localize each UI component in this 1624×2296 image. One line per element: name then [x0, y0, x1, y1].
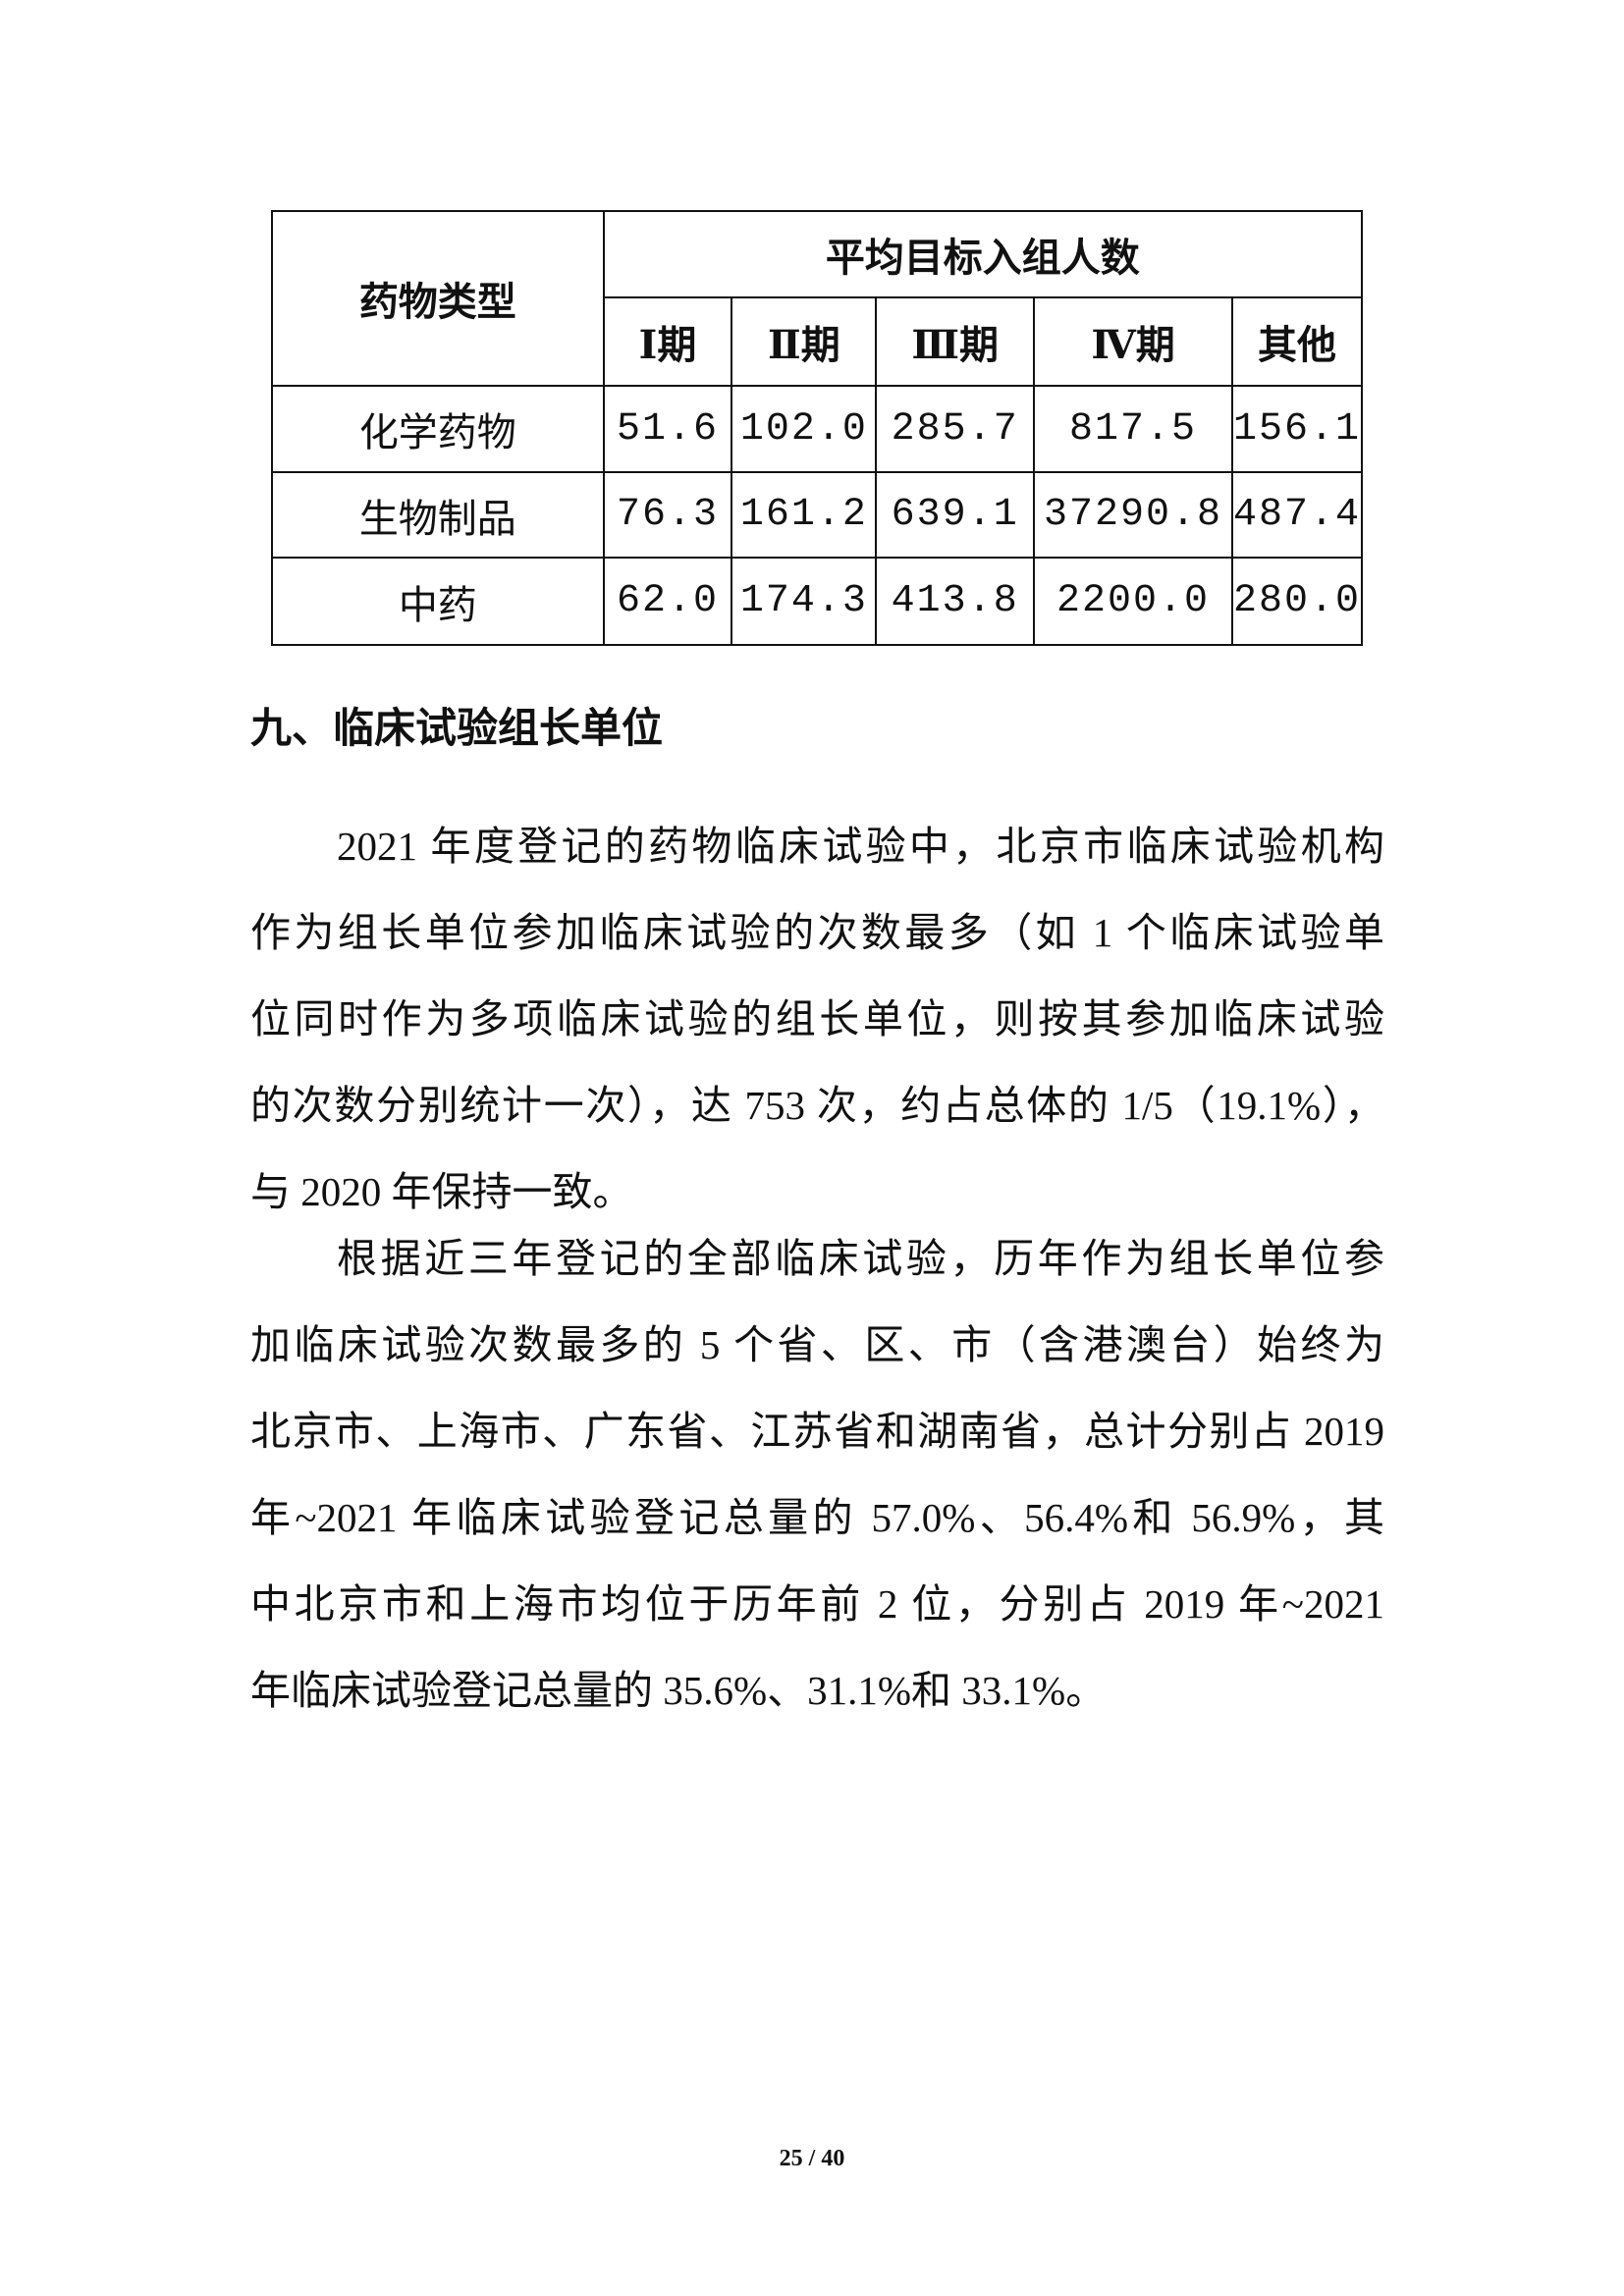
value-cell: 817.5	[1033, 385, 1233, 473]
table-row: 化学药物 51.6 102.0 285.7 817.5 156.1	[271, 385, 1364, 473]
text-line: 北京市、上海市、广东省、江苏省和湖南省，总计分别占 2019	[250, 1409, 1384, 1454]
text-line: 与 2020 年保持一致。	[250, 1169, 633, 1214]
value-cell: 51.6	[602, 385, 733, 473]
text-line: 2021 年度登记的药物临床试验中，北京市临床试验机构	[337, 824, 1384, 869]
header-phase-2: Ⅱ期	[731, 296, 878, 387]
text-line: 年~2021 年临床试验登记总量的 57.0%、56.4%和 56.9%，其	[250, 1495, 1384, 1540]
value-cell: 285.7	[875, 385, 1036, 473]
paragraph-2: 根据近三年登记的全部临床试验，历年作为组长单位参 加临床试验次数最多的 5 个省…	[250, 1215, 1384, 1734]
section-heading: 九、临床试验组长单位	[250, 704, 664, 752]
text-line: 作为组长单位参加临床试验的次数最多（如 1 个临床试验单	[250, 910, 1384, 955]
header-other: 其他	[1230, 296, 1364, 387]
drug-type-cell: 中药	[271, 557, 605, 646]
table-row: 中药 62.0 174.3 413.8 2200.0 280.0	[271, 557, 1364, 646]
text-line: 中北京市和上海市均位于历年前 2 位，分别占 2019 年~2021	[250, 1581, 1384, 1627]
header-avg-enrollment: 平均目标入组人数	[602, 210, 1364, 298]
header-phase-3: Ⅲ期	[875, 296, 1036, 387]
value-cell: 37290.8	[1033, 471, 1233, 559]
value-cell: 161.2	[731, 471, 878, 559]
table-row: 生物制品 76.3 161.2 639.1 37290.8 487.4	[271, 471, 1364, 559]
value-cell: 487.4	[1230, 471, 1364, 559]
text-line: 加临床试验次数最多的 5 个省、区、市（含港澳台）始终为	[250, 1322, 1384, 1367]
value-cell: 280.0	[1230, 557, 1364, 646]
text-line: 位同时作为多项临床试验的组长单位，则按其参加临床试验	[250, 996, 1384, 1041]
page-number: 25 / 40	[779, 2146, 845, 2171]
header-drug-type: 药物类型	[271, 210, 605, 387]
header-phase-1: Ⅰ期	[602, 296, 733, 387]
header-phase-4: Ⅳ期	[1033, 296, 1233, 387]
value-cell: 76.3	[602, 471, 733, 559]
value-cell: 413.8	[875, 557, 1036, 646]
value-cell: 174.3	[731, 557, 878, 646]
drug-type-cell: 生物制品	[271, 471, 605, 559]
value-cell: 156.1	[1230, 385, 1364, 473]
text-line: 根据近三年登记的全部临床试验，历年作为组长单位参	[337, 1236, 1384, 1281]
value-cell: 2200.0	[1033, 557, 1233, 646]
text-line: 年临床试验登记总量的 35.6%、31.1%和 33.1%。	[250, 1668, 1107, 1713]
drug-type-cell: 化学药物	[271, 385, 605, 473]
enrollment-table: 药物类型 平均目标入组人数 Ⅰ期 Ⅱ期 Ⅲ期 Ⅳ期 其他 化学药物 51.6 1…	[271, 210, 1364, 646]
value-cell: 102.0	[731, 385, 878, 473]
value-cell: 639.1	[875, 471, 1036, 559]
text-line: 的次数分别统计一次），达 753 次，约占总体的 1/5（19.1%），	[250, 1083, 1384, 1128]
paragraph-1: 2021 年度登记的药物临床试验中，北京市临床试验机构 作为组长单位参加临床试验…	[250, 803, 1384, 1235]
value-cell: 62.0	[602, 557, 733, 646]
